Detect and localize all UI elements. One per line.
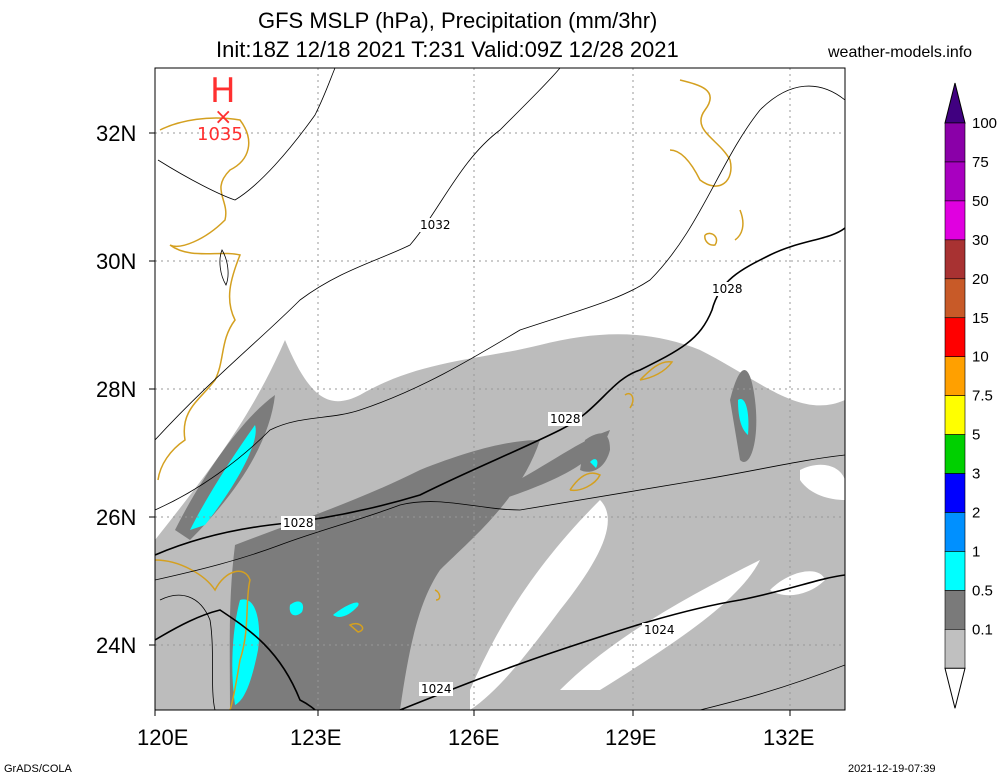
coastline [669, 79, 732, 187]
colorbar-swatch [944, 551, 966, 591]
lat-label: 30N [96, 249, 136, 274]
precip-heavy [738, 399, 749, 435]
colorbar-label: 30 [972, 232, 989, 249]
lon-label: 123E [290, 725, 341, 750]
isobar-1032 [155, 68, 561, 441]
colorbar-swatch [944, 161, 966, 202]
coastline [639, 209, 744, 381]
precip-dark-streak [175, 395, 275, 540]
lat-label: 24N [96, 633, 136, 658]
colorbar-label: 7.5 [972, 388, 993, 405]
title-line-2: Init:18Z 12/18 2021 T:231 Valid:09Z 12/2… [216, 37, 679, 62]
coastline [157, 117, 250, 481]
colorbar-swatch [944, 629, 966, 669]
lon-label: 132E [763, 725, 814, 750]
precip-gap [470, 500, 608, 710]
colorbar-swatch [944, 200, 966, 241]
colorbar-label: 1 [972, 543, 980, 560]
lat-label: 26N [96, 505, 136, 530]
isobar-label: 1024 [421, 682, 452, 696]
lon-label: 120E [137, 725, 188, 750]
colorbar-label: 100 [972, 115, 997, 132]
coastline [155, 559, 251, 710]
isobar-small-loop [219, 249, 229, 286]
isobar-label: 1024 [644, 623, 675, 637]
colorbar-label: 15 [972, 310, 989, 327]
precip-heavy [232, 599, 260, 705]
precip-heavy [590, 459, 598, 468]
isobar-1032-north [157, 68, 336, 201]
isobar-1028-thin [155, 85, 845, 511]
isobar-1024-thick [155, 574, 845, 710]
footer-timestamp: 2021-12-19-07:39 [848, 763, 936, 775]
isobar-label: 1028 [550, 412, 581, 426]
colorbar-label: 0.5 [972, 582, 993, 599]
colorbar-swatch [944, 434, 966, 474]
colorbar-swatch [944, 590, 966, 630]
colorbar-label: 2 [972, 505, 980, 522]
high-value: 1035 [197, 124, 243, 145]
colorbar-swatch [944, 356, 966, 396]
high-symbol: H [210, 71, 236, 111]
lon-label: 126E [448, 725, 499, 750]
precip-dark-streak [580, 433, 610, 472]
site-name: weather-models.info [828, 44, 973, 61]
lat-label: 28N [96, 377, 136, 402]
colorbar-label: 0.1 [972, 621, 993, 638]
colorbar-label: 5 [972, 427, 980, 444]
high-pressure-center: H × 1035 [197, 71, 243, 145]
isobar-label: 1028 [712, 282, 743, 296]
precip-dark-area [229, 440, 540, 710]
coastline [348, 393, 634, 633]
colorbar-label: 50 [972, 193, 989, 210]
colorbar-label: 20 [972, 271, 989, 288]
lon-label: 129E [605, 725, 656, 750]
colorbar-label: 10 [972, 349, 989, 366]
colorbar-swatch [944, 317, 966, 358]
precip-dark-streak [500, 430, 610, 500]
colorbar-label: 3 [972, 466, 980, 483]
colorbar-swatch [944, 278, 966, 319]
grid [155, 68, 845, 710]
colorbar-swatch [944, 395, 966, 435]
precip-heavy [190, 425, 256, 530]
lat-label: 32N [96, 121, 136, 146]
isobar-label: 1028 [283, 516, 314, 530]
colorbar-swatch [944, 122, 966, 163]
colorbar-bottom-arrow [944, 667, 966, 709]
colorbar-label: 75 [972, 154, 989, 171]
precip-field [155, 334, 845, 710]
colorbar: 100 75 50 30 20 15 10 7.5 5 3 2 1 0.5 0.1 [944, 82, 997, 709]
precip-heavy [333, 602, 359, 617]
isobar-label: 1032 [420, 218, 451, 232]
footer-left: GrADS/COLA [4, 763, 72, 775]
precip-heavy [289, 601, 304, 616]
isobar-1024-thin-south [699, 664, 845, 710]
isobar-1024-thin [155, 454, 845, 581]
title-line-1: GFS MSLP (hPa), Precipitation (mm/3hr) [258, 8, 658, 33]
colorbar-swatch [944, 239, 966, 280]
isobar-bend [159, 594, 216, 710]
colorbar-top-arrow [944, 82, 966, 124]
precip-gap [800, 464, 845, 500]
colorbar-swatch [944, 512, 966, 552]
high-marker: × [214, 105, 232, 130]
colorbar-swatch [944, 473, 966, 513]
